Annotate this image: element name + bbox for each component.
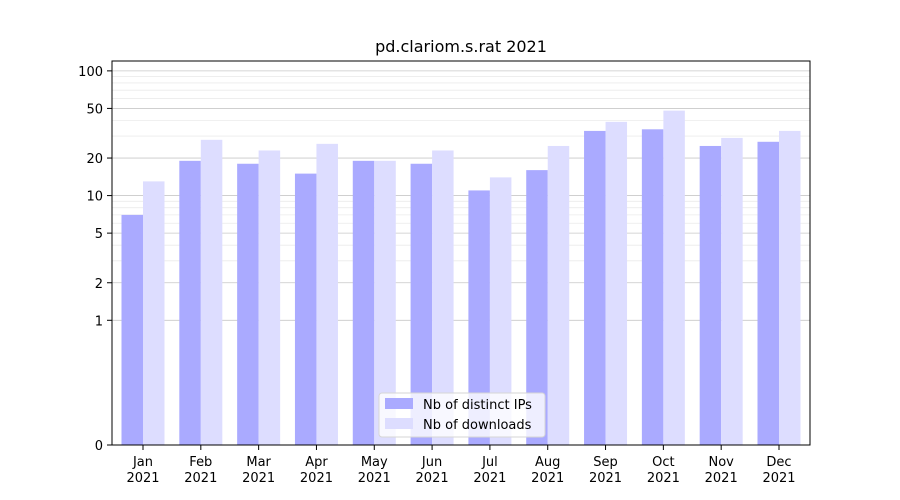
bar-downloads	[663, 110, 685, 445]
bar-downloads	[432, 150, 454, 445]
y-tick-label: 1	[95, 314, 103, 329]
bar-distinct-ips	[410, 163, 433, 445]
bar-distinct-ips	[179, 160, 201, 445]
x-tick-label: Jun 2021	[416, 455, 449, 486]
bar-downloads	[374, 160, 396, 445]
bar-distinct-ips	[121, 214, 143, 445]
y-tick-label: 20	[86, 152, 103, 167]
y-tick-label: 5	[95, 227, 103, 242]
bar-distinct-ips	[237, 163, 259, 445]
x-tick-label: Mar 2021	[242, 455, 275, 486]
bar-distinct-ips	[468, 190, 490, 445]
bar-downloads	[316, 143, 338, 446]
bar-downloads	[489, 177, 512, 445]
y-tick-label: 10	[86, 190, 103, 205]
legend-swatch-distinct-ips	[385, 398, 413, 409]
bar-distinct-ips	[757, 141, 779, 445]
y-tick-label: 100	[78, 65, 103, 80]
chart-title: pd.clariom.s.rat 2021	[375, 37, 547, 56]
bar-downloads	[547, 145, 570, 446]
x-tick-label: Sep 2021	[589, 455, 622, 486]
legend-label-downloads: Nb of downloads	[423, 418, 532, 433]
x-tick-label: Aug 2021	[531, 455, 564, 486]
bar-distinct-ips	[641, 129, 664, 446]
x-tick-label: Oct 2021	[647, 455, 680, 486]
axes-layer: 0 1 2 5 10 20 50 100 Jan 2021 Feb 2021 Mar 2021 Apr 202…	[78, 60, 811, 486]
legend-label-distinct-ips: Nb of distinct IPs	[423, 398, 532, 413]
plot-frame	[111, 60, 811, 446]
y-tick-label: 0	[95, 439, 103, 454]
bar-distinct-ips	[526, 170, 548, 445]
x-tick-label: Feb 2021	[184, 455, 217, 486]
x-tick-label: Jul 2021	[473, 455, 506, 486]
bar-downloads	[605, 121, 628, 445]
bar-distinct-ips	[699, 145, 722, 446]
bar-distinct-ips	[352, 160, 375, 445]
bar-downloads	[143, 181, 165, 445]
bar-downloads	[721, 137, 743, 446]
bars-layer	[121, 110, 801, 446]
bar-downloads	[258, 150, 281, 445]
bar-downloads	[200, 139, 223, 445]
bar-downloads	[779, 130, 801, 445]
bar-distinct-ips	[294, 173, 317, 445]
x-tick-label: Dec 2021	[762, 455, 795, 486]
legend: Nb of distinct IPs Nb of downloads	[378, 392, 546, 438]
legend-box	[378, 392, 546, 438]
bar-distinct-ips	[584, 130, 606, 445]
x-tick-label: May 2021	[358, 455, 391, 486]
y-tick-label: 2	[95, 277, 103, 292]
legend-swatch-downloads	[385, 418, 413, 429]
y-tick-label: 50	[86, 102, 103, 117]
x-tick-label: Nov 2021	[705, 455, 738, 486]
x-tick-label: Apr 2021	[300, 455, 333, 486]
x-tick-label: Jan 2021	[126, 455, 159, 486]
